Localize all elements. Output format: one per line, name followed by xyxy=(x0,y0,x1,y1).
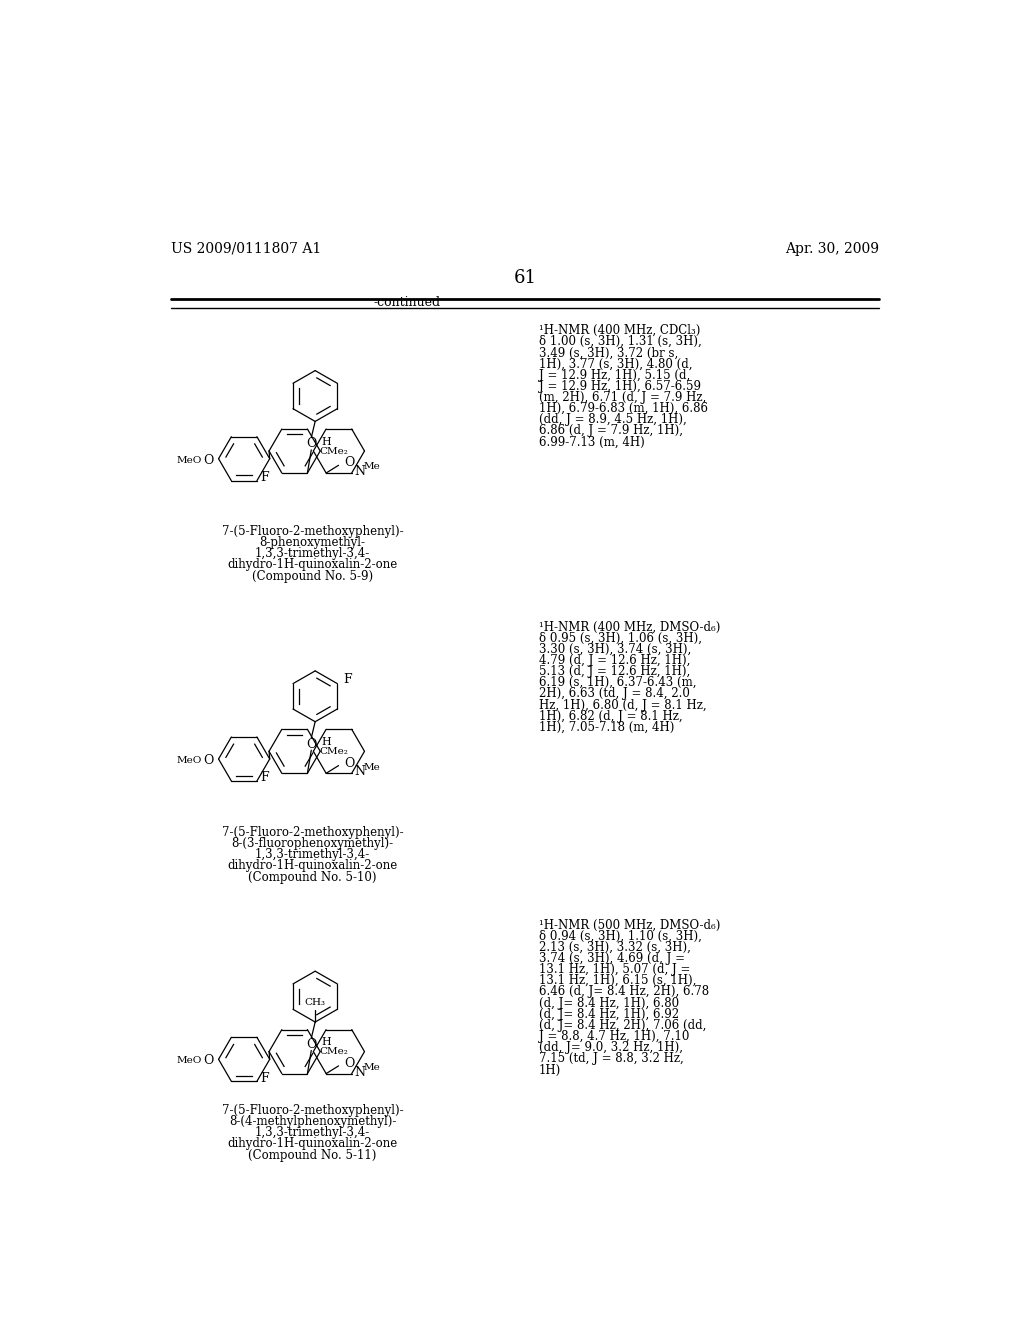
Text: -continued: -continued xyxy=(374,296,440,309)
Text: 1,3,3-trimethyl-3,4-: 1,3,3-trimethyl-3,4- xyxy=(255,849,370,862)
Text: (dd, J = 8.9, 4.5 Hz, 1H),: (dd, J = 8.9, 4.5 Hz, 1H), xyxy=(539,413,686,426)
Text: 1H), 6.82 (d, J = 8.1 Hz,: 1H), 6.82 (d, J = 8.1 Hz, xyxy=(539,710,682,723)
Text: N: N xyxy=(354,1065,365,1078)
Text: J = 12.9 Hz, 1H), 6.57-6.59: J = 12.9 Hz, 1H), 6.57-6.59 xyxy=(539,380,700,393)
Text: (m, 2H), 6.71 (d, J = 7.9 Hz,: (m, 2H), 6.71 (d, J = 7.9 Hz, xyxy=(539,391,706,404)
Text: 4.79 (d, J = 12.6 Hz, 1H),: 4.79 (d, J = 12.6 Hz, 1H), xyxy=(539,653,690,667)
Text: O: O xyxy=(204,454,214,467)
Text: 61: 61 xyxy=(513,268,537,286)
Text: dihydro-1H-quinoxalin-2-one: dihydro-1H-quinoxalin-2-one xyxy=(227,859,397,873)
Text: 8-phenoxymethyl-: 8-phenoxymethyl- xyxy=(259,536,366,549)
Text: Hz, 1H), 6.80 (d, J = 8.1 Hz,: Hz, 1H), 6.80 (d, J = 8.1 Hz, xyxy=(539,698,707,711)
Text: δ 0.94 (s, 3H), 1.10 (s, 3H),: δ 0.94 (s, 3H), 1.10 (s, 3H), xyxy=(539,929,701,942)
Text: 2H), 6.63 (td, J = 8.4, 2.0: 2H), 6.63 (td, J = 8.4, 2.0 xyxy=(539,688,689,701)
Text: 3.30 (s, 3H), 3.74 (s, 3H),: 3.30 (s, 3H), 3.74 (s, 3H), xyxy=(539,643,691,656)
Text: Me: Me xyxy=(364,1063,380,1072)
Text: 1H), 6.79-6.83 (m, 1H), 6.86: 1H), 6.79-6.83 (m, 1H), 6.86 xyxy=(539,403,708,414)
Text: F: F xyxy=(260,771,268,784)
Text: F: F xyxy=(260,1072,268,1085)
Text: ¹H-NMR (400 MHz, CDCl₃): ¹H-NMR (400 MHz, CDCl₃) xyxy=(539,323,700,337)
Text: 6.86 (d, J = 7.9 Hz, 1H),: 6.86 (d, J = 7.9 Hz, 1H), xyxy=(539,425,683,437)
Text: δ 0.95 (s, 3H), 1.06 (s, 3H),: δ 0.95 (s, 3H), 1.06 (s, 3H), xyxy=(539,631,701,644)
Text: 8-(4-methylphenoxymethyl)-: 8-(4-methylphenoxymethyl)- xyxy=(228,1115,396,1129)
Text: 1H), 7.05-7.18 (m, 4H): 1H), 7.05-7.18 (m, 4H) xyxy=(539,721,674,734)
Text: (d, J= 8.4 Hz, 1H), 6.80: (d, J= 8.4 Hz, 1H), 6.80 xyxy=(539,997,679,1010)
Text: 13.1 Hz, 1H), 5.07 (d, J =: 13.1 Hz, 1H), 5.07 (d, J = xyxy=(539,964,690,975)
Text: O: O xyxy=(204,754,214,767)
Text: 2.13 (s, 3H), 3.32 (s, 3H),: 2.13 (s, 3H), 3.32 (s, 3H), xyxy=(539,941,690,954)
Text: (Compound No. 5-9): (Compound No. 5-9) xyxy=(252,570,373,582)
Text: Me: Me xyxy=(364,763,380,772)
Text: US 2009/0111807 A1: US 2009/0111807 A1 xyxy=(171,242,321,256)
Text: 7.15 (td, J = 8.8, 3.2 Hz,: 7.15 (td, J = 8.8, 3.2 Hz, xyxy=(539,1052,683,1065)
Text: CMe₂: CMe₂ xyxy=(319,747,348,756)
Text: (d, J= 8.4 Hz, 1H), 6.92: (d, J= 8.4 Hz, 1H), 6.92 xyxy=(539,1007,679,1020)
Text: 6.99-7.13 (m, 4H): 6.99-7.13 (m, 4H) xyxy=(539,436,644,449)
Text: N: N xyxy=(354,766,365,779)
Text: (Compound No. 5-11): (Compound No. 5-11) xyxy=(248,1148,377,1162)
Text: O: O xyxy=(345,1057,355,1071)
Text: 3.49 (s, 3H), 3.72 (br s,: 3.49 (s, 3H), 3.72 (br s, xyxy=(539,346,678,359)
Text: H: H xyxy=(322,737,331,747)
Text: 3.74 (s, 3H), 4.69 (d, J =: 3.74 (s, 3H), 4.69 (d, J = xyxy=(539,952,685,965)
Text: O: O xyxy=(345,756,355,770)
Text: 7-(5-Fluoro-2-methoxyphenyl)-: 7-(5-Fluoro-2-methoxyphenyl)- xyxy=(221,1104,403,1117)
Text: N: N xyxy=(354,465,365,478)
Text: (dd, J= 9.0, 3.2 Hz, 1H),: (dd, J= 9.0, 3.2 Hz, 1H), xyxy=(539,1041,683,1055)
Text: O: O xyxy=(306,1038,316,1051)
Text: (Compound No. 5-10): (Compound No. 5-10) xyxy=(248,871,377,883)
Text: δ 1.00 (s, 3H), 1.31 (s, 3H),: δ 1.00 (s, 3H), 1.31 (s, 3H), xyxy=(539,335,701,348)
Text: ¹H-NMR (500 MHz, DMSO-d₆): ¹H-NMR (500 MHz, DMSO-d₆) xyxy=(539,919,720,932)
Text: CMe₂: CMe₂ xyxy=(319,446,348,455)
Text: J = 12.9 Hz, 1H), 5.15 (d,: J = 12.9 Hz, 1H), 5.15 (d, xyxy=(539,368,690,381)
Text: 1H): 1H) xyxy=(539,1064,561,1077)
Text: O: O xyxy=(306,738,316,751)
Text: 7-(5-Fluoro-2-methoxyphenyl)-: 7-(5-Fluoro-2-methoxyphenyl)- xyxy=(221,826,403,840)
Text: J = 8.8, 4.7 Hz, 1H), 7.10: J = 8.8, 4.7 Hz, 1H), 7.10 xyxy=(539,1030,689,1043)
Text: Apr. 30, 2009: Apr. 30, 2009 xyxy=(785,242,879,256)
Text: H: H xyxy=(322,1038,331,1047)
Text: 1H), 3.77 (s, 3H), 4.80 (d,: 1H), 3.77 (s, 3H), 4.80 (d, xyxy=(539,358,692,371)
Text: 1,3,3-trimethyl-3,4-: 1,3,3-trimethyl-3,4- xyxy=(255,1126,370,1139)
Text: CMe₂: CMe₂ xyxy=(319,1047,348,1056)
Text: ¹H-NMR (400 MHz, DMSO-d₆): ¹H-NMR (400 MHz, DMSO-d₆) xyxy=(539,620,720,634)
Text: 1,3,3-trimethyl-3,4-: 1,3,3-trimethyl-3,4- xyxy=(255,548,370,560)
Text: 13.1 Hz, 1H), 6.15 (s, 1H),: 13.1 Hz, 1H), 6.15 (s, 1H), xyxy=(539,974,696,987)
Text: MeO: MeO xyxy=(176,756,202,766)
Text: MeO: MeO xyxy=(176,455,202,465)
Text: 5.13 (d, J = 12.6 Hz, 1H),: 5.13 (d, J = 12.6 Hz, 1H), xyxy=(539,665,690,678)
Text: 6.46 (d, J= 8.4 Hz, 2H), 6.78: 6.46 (d, J= 8.4 Hz, 2H), 6.78 xyxy=(539,985,709,998)
Text: F: F xyxy=(343,673,352,686)
Text: dihydro-1H-quinoxalin-2-one: dihydro-1H-quinoxalin-2-one xyxy=(227,1138,397,1151)
Text: 7-(5-Fluoro-2-methoxyphenyl)-: 7-(5-Fluoro-2-methoxyphenyl)- xyxy=(221,525,403,539)
Text: H: H xyxy=(322,437,331,446)
Text: Me: Me xyxy=(364,462,380,471)
Text: O: O xyxy=(204,1055,214,1068)
Text: 8-(3-fluorophenoxymethyl)-: 8-(3-fluorophenoxymethyl)- xyxy=(231,837,393,850)
Text: (d, J= 8.4 Hz, 2H), 7.06 (dd,: (d, J= 8.4 Hz, 2H), 7.06 (dd, xyxy=(539,1019,707,1032)
Text: O: O xyxy=(306,437,316,450)
Text: O: O xyxy=(345,457,355,470)
Text: 6.19 (s, 1H), 6.37-6.43 (m,: 6.19 (s, 1H), 6.37-6.43 (m, xyxy=(539,676,696,689)
Text: CH₃: CH₃ xyxy=(305,998,326,1007)
Text: F: F xyxy=(260,471,268,484)
Text: MeO: MeO xyxy=(176,1056,202,1065)
Text: dihydro-1H-quinoxalin-2-one: dihydro-1H-quinoxalin-2-one xyxy=(227,558,397,572)
